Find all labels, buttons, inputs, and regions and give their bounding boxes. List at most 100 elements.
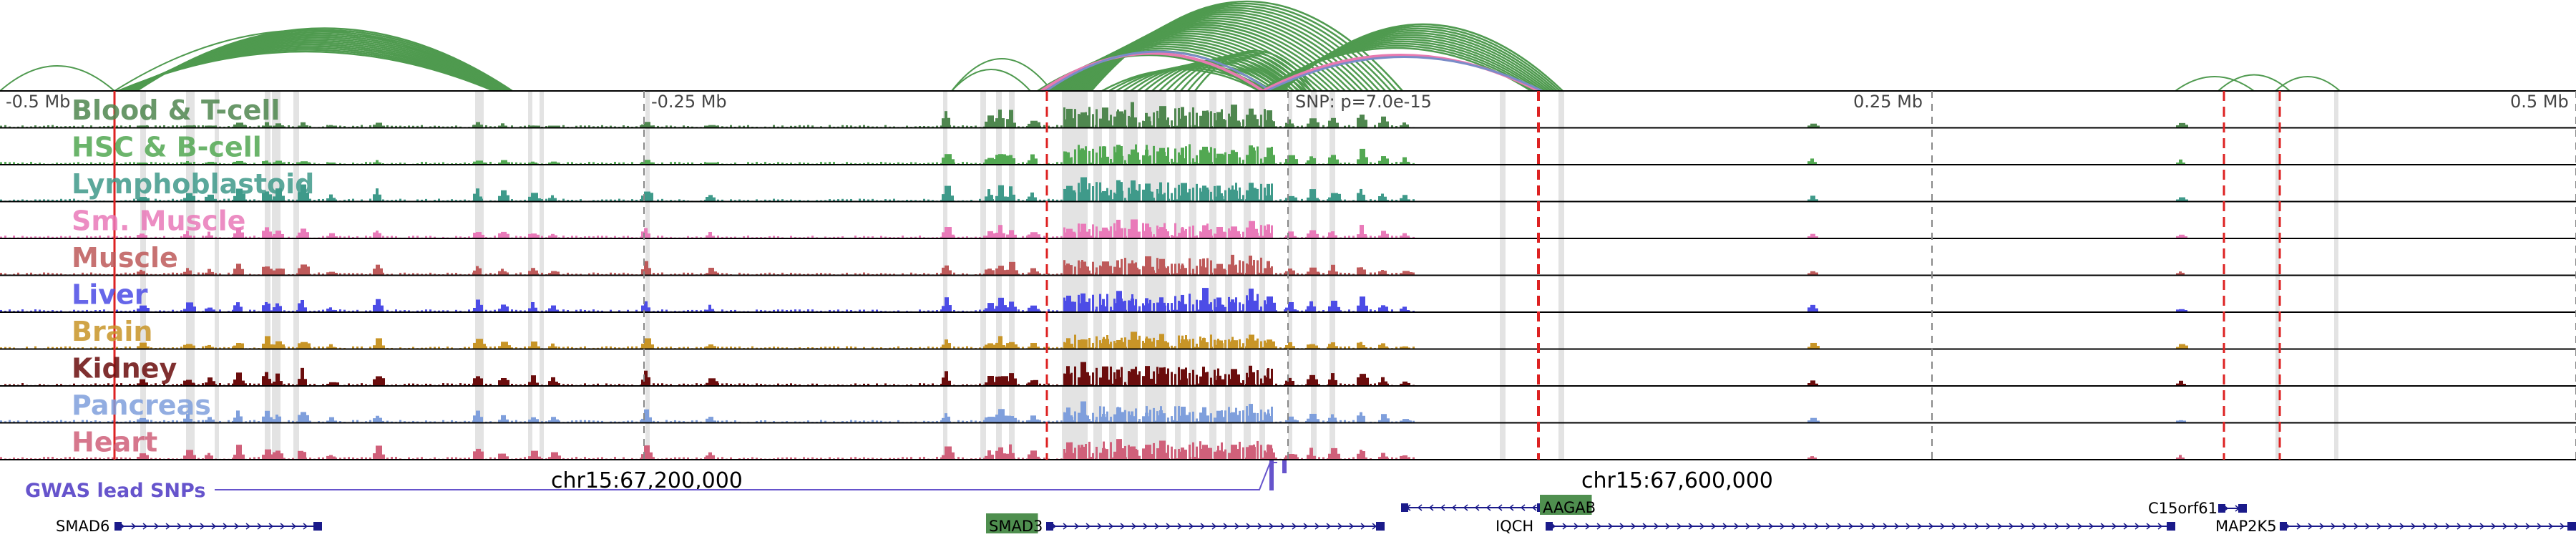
signal-bar	[1284, 309, 1286, 312]
signal-bar	[653, 162, 655, 165]
signal-bar	[515, 236, 517, 238]
signal-bar	[592, 309, 595, 312]
signal-peak	[987, 189, 990, 202]
signal-bar	[927, 310, 930, 312]
signal-bar	[416, 310, 419, 312]
signal-bar	[1096, 226, 1098, 238]
signal-bar	[1214, 420, 1216, 423]
signal-bar	[485, 163, 487, 165]
signal-bar	[867, 162, 869, 165]
signal-bar	[1185, 146, 1187, 165]
signal-bar	[9, 384, 11, 386]
signal-bar	[1340, 163, 1342, 165]
signal-bar	[1070, 372, 1073, 386]
signal-peak	[551, 377, 555, 386]
signal-bar	[1196, 374, 1198, 386]
signal-bar	[404, 163, 406, 165]
signal-bar	[73, 457, 75, 460]
signal-bar	[640, 458, 642, 460]
signal-bar	[661, 272, 663, 276]
signal-peak	[1384, 418, 1390, 423]
signal-peak	[1328, 344, 1332, 349]
signal-bar	[412, 383, 414, 386]
signal-bar	[794, 309, 796, 312]
signal-bar	[588, 458, 590, 460]
signal-bar	[1198, 347, 1200, 349]
signal-bar	[1172, 274, 1174, 276]
signal-bar	[1231, 150, 1234, 165]
signal-bar	[1131, 260, 1133, 276]
signal-bar	[1149, 227, 1151, 238]
signal-bar	[30, 458, 32, 460]
signal-bar	[936, 125, 938, 128]
signal-bar	[910, 200, 912, 202]
signal-bar	[781, 347, 784, 349]
interaction-arc	[1040, 52, 1264, 92]
signal-bar	[103, 384, 105, 386]
signal-peak	[1334, 122, 1339, 128]
signal-bar	[17, 420, 19, 423]
signal-peak	[1334, 235, 1337, 238]
signal-bar	[1297, 310, 1299, 312]
signal-bar	[605, 199, 608, 202]
signal-bar	[43, 272, 45, 276]
signal-bar	[21, 125, 24, 128]
signal-peak	[1810, 195, 1815, 202]
signal-peak	[2182, 384, 2186, 386]
signal-bar	[52, 457, 54, 460]
signal-peak	[711, 381, 718, 386]
signal-bar	[369, 457, 371, 460]
signal-peak	[1214, 379, 1219, 386]
signal-peak	[303, 343, 311, 349]
signal-peak	[1405, 236, 1410, 238]
signal-bar	[172, 309, 174, 312]
signal-bar	[730, 199, 732, 202]
signal-bar	[1260, 341, 1262, 349]
signal-bar	[425, 420, 427, 423]
signal-bar	[1214, 339, 1216, 349]
signal-bar	[1395, 236, 1397, 238]
signal-bar	[1264, 272, 1266, 276]
signal-bar	[936, 457, 938, 460]
signal-peak	[1033, 158, 1038, 165]
signal-bar	[1206, 296, 1209, 312]
signal-peak	[376, 415, 379, 423]
signal-bar	[17, 163, 19, 165]
signal-peak	[504, 345, 511, 349]
signal-bar	[1249, 302, 1252, 312]
signal-bar	[1178, 335, 1180, 349]
signal-bar	[1074, 149, 1076, 165]
signal-bar	[575, 125, 577, 128]
signal-bar	[811, 236, 814, 238]
signal-bar	[734, 309, 736, 312]
signal-bar	[1135, 190, 1137, 202]
signal-bar	[1167, 342, 1169, 349]
signal-bar	[343, 273, 346, 276]
signal-bar	[1185, 270, 1187, 276]
signal-peak	[326, 347, 330, 349]
signal-peak	[711, 346, 716, 349]
signal-bar	[777, 199, 779, 202]
signal-bar	[1070, 266, 1073, 276]
signal-bar	[571, 347, 573, 349]
signal-bar	[966, 274, 968, 276]
signal-bar	[1322, 420, 1324, 423]
signal-bar	[1258, 125, 1260, 128]
signal-bar	[416, 273, 419, 276]
signal-peak	[1328, 417, 1331, 423]
signal-peak	[1181, 407, 1186, 423]
signal-bar	[867, 199, 869, 202]
signal-bar	[1005, 347, 1007, 349]
signal-peak	[376, 122, 382, 128]
signal-bar	[386, 309, 389, 312]
signal-peak	[479, 268, 482, 276]
signal-bar	[408, 457, 410, 460]
signal-bar	[841, 421, 844, 423]
signal-peak	[1030, 305, 1037, 312]
signal-bar	[923, 383, 925, 386]
signal-bar	[764, 162, 766, 165]
signal-bar	[1271, 308, 1273, 312]
signal-bar	[404, 310, 406, 312]
signal-bar	[447, 310, 449, 312]
signal-peak	[1402, 346, 1405, 349]
